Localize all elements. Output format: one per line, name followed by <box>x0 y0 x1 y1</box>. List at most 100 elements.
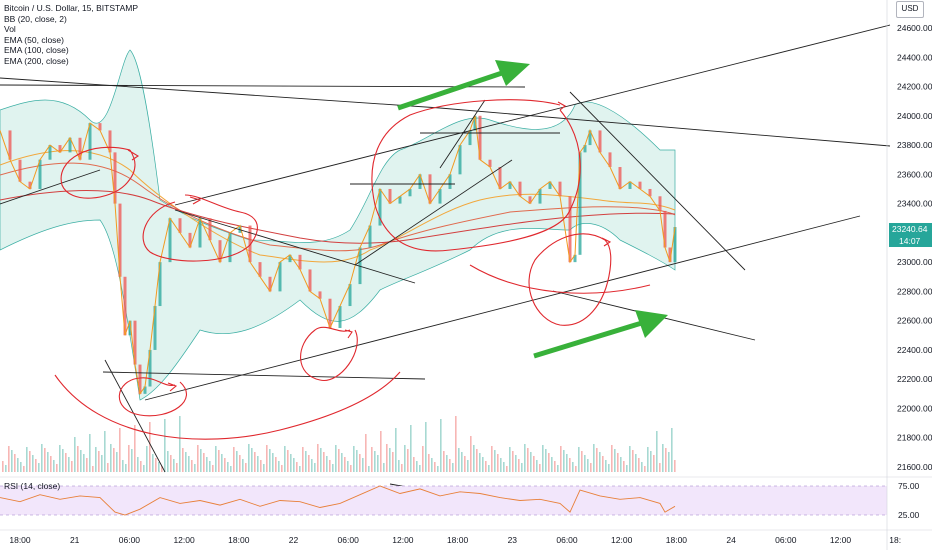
volume-bar <box>266 445 268 472</box>
volume-bar <box>332 464 334 472</box>
volume-bar <box>632 450 634 472</box>
volume-bar <box>560 446 562 472</box>
candle <box>143 386 147 394</box>
volume-bar <box>401 464 403 472</box>
price-tick-label: 21600.00 <box>897 462 932 472</box>
indicator-vol[interactable]: Vol <box>4 24 16 35</box>
candle <box>598 130 602 153</box>
candle <box>78 137 82 160</box>
volume-bar <box>152 454 154 472</box>
volume-bar <box>566 454 568 472</box>
volume-bar <box>308 455 310 472</box>
candle <box>673 227 677 263</box>
volume-bar <box>626 465 628 472</box>
volume-bar <box>659 463 661 472</box>
price-tick-label: 22400.00 <box>897 345 932 355</box>
volume-bar <box>221 454 223 472</box>
time-tick-label: 06:00 <box>556 535 578 545</box>
volume-bar <box>257 456 259 472</box>
candle <box>458 145 462 175</box>
volume-bar <box>410 425 412 472</box>
volume-bar <box>44 448 46 472</box>
volume-bar <box>464 456 466 472</box>
volume-bar <box>497 454 499 472</box>
price-tick-label: 22600.00 <box>897 316 932 326</box>
candle <box>408 188 412 197</box>
currency-badge[interactable]: USD <box>896 1 924 18</box>
volume-bar <box>635 454 637 472</box>
volume-bar <box>491 446 493 472</box>
volume-bar <box>650 451 652 472</box>
volume-bar <box>398 460 400 472</box>
price-tick-label: 23000.00 <box>897 257 932 267</box>
volume-bar <box>38 463 40 472</box>
volume-bar <box>275 457 277 472</box>
rsi-line <box>0 485 676 516</box>
volume-bar <box>131 449 133 472</box>
volume-bar <box>188 456 190 472</box>
candle <box>208 218 212 241</box>
volume-bar <box>203 453 205 472</box>
volume-bar <box>359 454 361 472</box>
volume-bar <box>8 446 10 472</box>
volume-bar <box>215 446 217 472</box>
time-axis[interactable]: 18:00 21 06:00 12:00 18:00 22 06:00 12:00 18:00 2… <box>9 535 901 545</box>
candle <box>358 247 362 285</box>
volume-bar <box>263 464 265 472</box>
volume-bar <box>569 458 571 472</box>
price-tick-label: 22800.00 <box>897 286 932 296</box>
indicator-ema50[interactable]: EMA (50, close) <box>4 34 64 45</box>
volume-bar <box>185 452 187 472</box>
time-tick-label: 12:00 <box>173 535 195 545</box>
volume-bar <box>434 462 436 472</box>
symbol-title[interactable]: Bitcoin / U.S. Dollar, 15, BITSTAMP <box>4 3 138 13</box>
volume-bar <box>191 460 193 472</box>
volume-bar <box>647 447 649 472</box>
time-tick-label: 12:00 <box>392 535 414 545</box>
volume-bar <box>494 450 496 472</box>
volume-bar <box>278 461 280 472</box>
price-tick-label: 23400.00 <box>897 199 932 209</box>
volume-bar <box>302 447 304 472</box>
volume-bar <box>620 457 622 472</box>
volume-bar <box>101 455 103 472</box>
candle <box>518 181 522 197</box>
chart-legend: Bitcoin / U.S. Dollar, 15, BITSTAMP BB (… <box>4 3 138 67</box>
volume-bar <box>638 458 640 472</box>
indicator-ema100[interactable]: EMA (100, close) <box>4 45 69 56</box>
red-annotations <box>54 99 651 440</box>
indicator-ema200[interactable]: EMA (200, close) <box>4 55 69 66</box>
volume-bar <box>521 463 523 472</box>
indicator-bb[interactable]: BB (20, close, 2) <box>4 13 67 24</box>
candle <box>528 196 532 204</box>
volume-bar <box>14 454 16 472</box>
candle <box>258 262 262 277</box>
volume-bar <box>182 448 184 472</box>
rsi-label[interactable]: RSI (14, close) <box>4 481 61 491</box>
bollinger-band-fill <box>0 49 676 401</box>
candle <box>38 159 42 189</box>
candle <box>158 262 162 307</box>
price-tick-label: 23600.00 <box>897 169 932 179</box>
time-tick-label: 06:00 <box>119 535 141 545</box>
volume-bar <box>479 453 481 472</box>
volume-bar <box>179 416 181 472</box>
volume-bar <box>260 460 262 472</box>
volume-bar <box>572 462 574 472</box>
volume-bar <box>122 460 124 472</box>
volume-bar <box>347 461 349 472</box>
price-axis[interactable]: 24600.00 24400.00 24200.00 24000.00 23800.00… <box>897 23 932 520</box>
volume-bar <box>341 453 343 472</box>
candle <box>648 188 652 197</box>
candle <box>578 152 582 255</box>
volume-bar <box>518 459 520 472</box>
volume-bar <box>167 451 169 472</box>
volume-bar <box>227 462 229 472</box>
time-tick-label: 18:00 <box>9 535 31 545</box>
volume-bar <box>500 458 502 472</box>
volume-bar <box>386 444 388 472</box>
volume-bar <box>92 466 94 472</box>
volume-bar <box>416 461 418 472</box>
volume-bar <box>272 453 274 472</box>
